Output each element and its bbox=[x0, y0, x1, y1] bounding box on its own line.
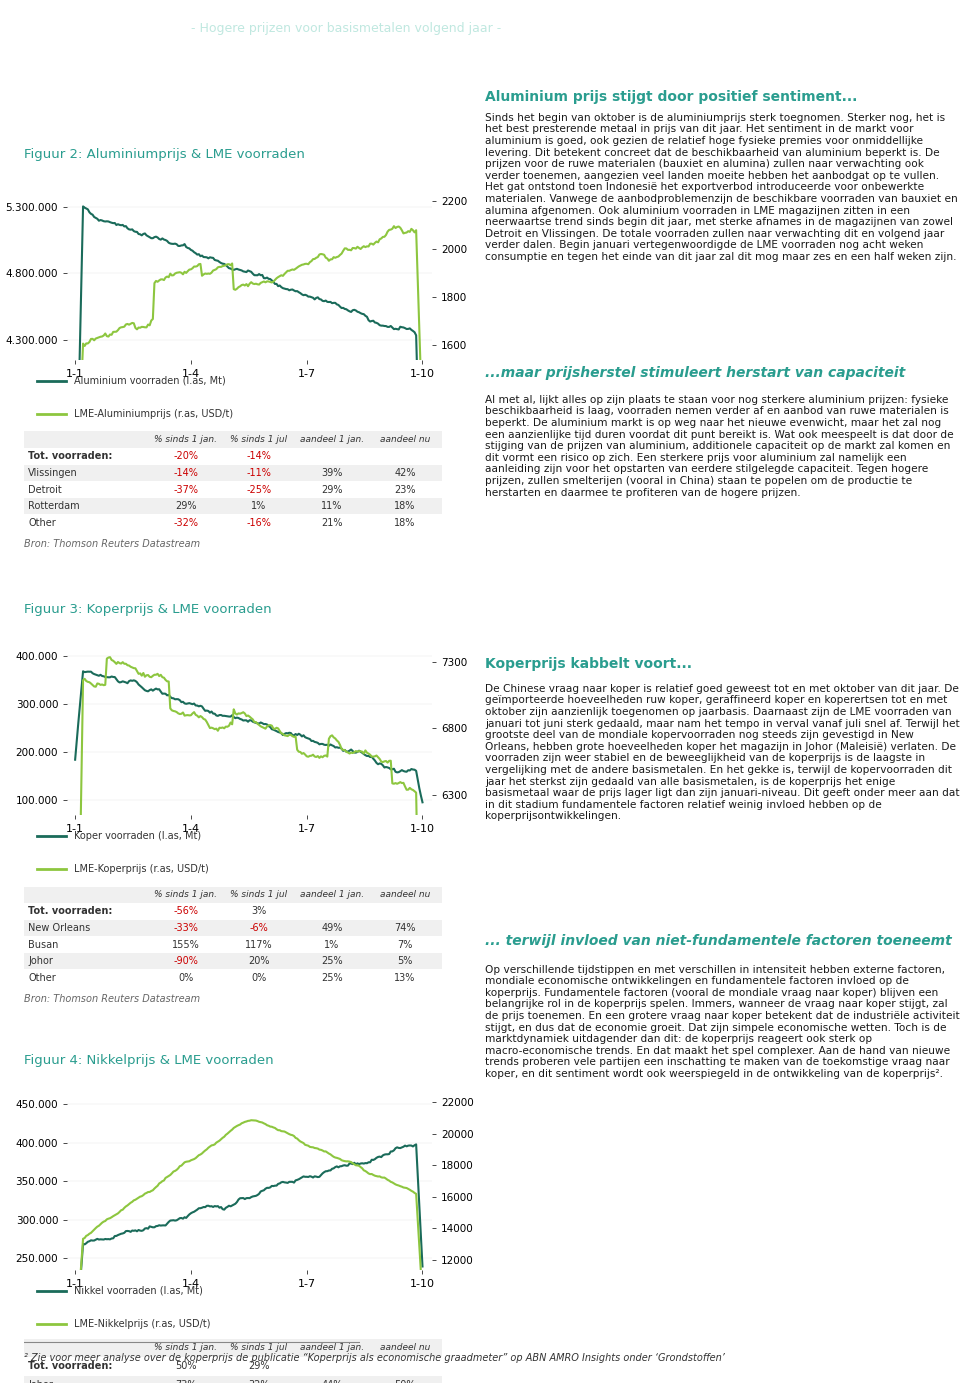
Text: 7%: 7% bbox=[397, 939, 413, 950]
Text: Koper voorraden (l.as, Mt): Koper voorraden (l.as, Mt) bbox=[74, 831, 202, 841]
Text: 117%: 117% bbox=[245, 939, 273, 950]
Text: De Chinese vraag naar koper is relatief goed geweest tot en met oktober van dit : De Chinese vraag naar koper is relatief … bbox=[485, 683, 960, 822]
Text: -37%: -37% bbox=[174, 484, 199, 495]
FancyBboxPatch shape bbox=[24, 1339, 442, 1383]
Text: 42%: 42% bbox=[395, 467, 416, 479]
Text: -14%: -14% bbox=[247, 451, 272, 462]
Text: Busan: Busan bbox=[28, 939, 59, 950]
Text: 29%: 29% bbox=[175, 501, 197, 512]
Text: 11%: 11% bbox=[322, 501, 343, 512]
FancyBboxPatch shape bbox=[24, 1357, 442, 1376]
Text: Al met al, lijkt alles op zijn plaats te staan voor nog sterkere aluminium prijz: Al met al, lijkt alles op zijn plaats te… bbox=[485, 396, 953, 498]
Text: -11%: -11% bbox=[247, 467, 272, 479]
Text: LME-Koperprijs (r.as, USD/t): LME-Koperprijs (r.as, USD/t) bbox=[74, 864, 209, 874]
Text: 32%: 32% bbox=[248, 1380, 270, 1383]
Text: Johor: Johor bbox=[28, 956, 53, 967]
Text: 0%: 0% bbox=[252, 972, 267, 983]
FancyBboxPatch shape bbox=[24, 969, 442, 986]
Text: Bron: Thomson Reuters Datastream: Bron: Thomson Reuters Datastream bbox=[24, 538, 200, 549]
Text: Vlissingen: Vlissingen bbox=[28, 467, 78, 479]
Text: Koperprijs kabbelt voort...: Koperprijs kabbelt voort... bbox=[485, 657, 692, 671]
Text: LME-Nikkelprijs (r.as, USD/t): LME-Nikkelprijs (r.as, USD/t) bbox=[74, 1319, 210, 1329]
Text: 49%: 49% bbox=[322, 922, 343, 934]
Text: 21%: 21% bbox=[322, 517, 343, 528]
FancyBboxPatch shape bbox=[24, 481, 442, 498]
Text: -56%: -56% bbox=[174, 906, 199, 917]
Text: % sinds 1 jan.: % sinds 1 jan. bbox=[155, 1343, 217, 1353]
Text: Tot. voorraden:: Tot. voorraden: bbox=[28, 451, 112, 462]
Text: Tot. voorraden:: Tot. voorraden: bbox=[28, 906, 112, 917]
Text: aandeel 1 jan.: aandeel 1 jan. bbox=[300, 1343, 364, 1353]
Text: 18%: 18% bbox=[395, 501, 416, 512]
Text: -25%: -25% bbox=[247, 484, 272, 495]
Text: New Orleans: New Orleans bbox=[28, 922, 90, 934]
Text: Aluminium prijs stijgt door positief sentiment...: Aluminium prijs stijgt door positief sen… bbox=[485, 90, 857, 104]
Text: Figuur 2: Aluminiumprijs & LME voorraden: Figuur 2: Aluminiumprijs & LME voorraden bbox=[24, 148, 305, 162]
Text: 44%: 44% bbox=[322, 1380, 343, 1383]
Text: aandeel 1 jan.: aandeel 1 jan. bbox=[300, 436, 364, 444]
FancyBboxPatch shape bbox=[24, 448, 442, 465]
Text: -33%: -33% bbox=[174, 922, 199, 934]
Text: -20%: -20% bbox=[174, 451, 199, 462]
Text: 155%: 155% bbox=[172, 939, 200, 950]
FancyBboxPatch shape bbox=[24, 431, 442, 531]
Text: ...maar prijsherstel stimuleert herstart van capaciteit: ...maar prijsherstel stimuleert herstart… bbox=[485, 366, 905, 380]
FancyBboxPatch shape bbox=[24, 887, 442, 986]
Text: % sinds 1 jan.: % sinds 1 jan. bbox=[155, 891, 217, 899]
Text: % sinds 1 jan.: % sinds 1 jan. bbox=[155, 436, 217, 444]
Text: 25%: 25% bbox=[322, 972, 343, 983]
Text: Bron: Thomson Reuters Datastream: Bron: Thomson Reuters Datastream bbox=[24, 993, 200, 1004]
Text: Aluminium voorraden (l.as, Mt): Aluminium voorraden (l.as, Mt) bbox=[74, 376, 226, 386]
FancyBboxPatch shape bbox=[24, 903, 442, 920]
FancyBboxPatch shape bbox=[24, 936, 442, 953]
Text: aandeel nu: aandeel nu bbox=[380, 1343, 430, 1353]
Text: aandeel 1 jan.: aandeel 1 jan. bbox=[300, 891, 364, 899]
Text: 39%: 39% bbox=[322, 467, 343, 479]
Text: Other: Other bbox=[28, 972, 56, 983]
Text: Detroit: Detroit bbox=[28, 484, 62, 495]
Text: % sinds 1 jul: % sinds 1 jul bbox=[230, 1343, 287, 1353]
Text: -6%: -6% bbox=[250, 922, 268, 934]
Text: 0%: 0% bbox=[179, 972, 194, 983]
Text: ... terwijl invloed van niet-fundamentele factoren toeneemt: ... terwijl invloed van niet-fundamentel… bbox=[485, 934, 951, 947]
Text: 29%: 29% bbox=[322, 484, 343, 495]
Text: % sinds 1 jul: % sinds 1 jul bbox=[230, 891, 287, 899]
Text: ² Zie voor meer analyse over de koperprijs de publicatie “Koperprijs als economi: ² Zie voor meer analyse over de koperpri… bbox=[24, 1353, 725, 1362]
Text: Sinds het begin van oktober is de aluminiumprijs sterk toegnomen. Sterker nog, h: Sinds het begin van oktober is de alumin… bbox=[485, 113, 957, 261]
Text: Industriële Metalen Monitor: Industriële Metalen Monitor bbox=[32, 22, 228, 35]
Text: Nikkel voorraden (l.as, Mt): Nikkel voorraden (l.as, Mt) bbox=[74, 1286, 203, 1296]
Text: Figuur 3: Koperprijs & LME voorraden: Figuur 3: Koperprijs & LME voorraden bbox=[24, 603, 272, 617]
Text: 20%: 20% bbox=[248, 956, 270, 967]
Text: 25%: 25% bbox=[322, 956, 343, 967]
Text: -16%: -16% bbox=[247, 517, 272, 528]
FancyBboxPatch shape bbox=[24, 514, 442, 531]
Text: 73%: 73% bbox=[175, 1380, 197, 1383]
Text: 50%: 50% bbox=[175, 1361, 197, 1372]
Text: 1%: 1% bbox=[324, 939, 340, 950]
Text: Other: Other bbox=[28, 517, 56, 528]
Text: Tot. voorraden:: Tot. voorraden: bbox=[28, 1361, 112, 1372]
Text: aandeel nu: aandeel nu bbox=[380, 891, 430, 899]
Text: 23%: 23% bbox=[395, 484, 416, 495]
Text: 18%: 18% bbox=[395, 517, 416, 528]
Text: % sinds 1 jul: % sinds 1 jul bbox=[230, 436, 287, 444]
Text: 74%: 74% bbox=[395, 922, 416, 934]
Text: Op verschillende tijdstippen en met verschillen in intensiteit hebben externe fa: Op verschillende tijdstippen en met vers… bbox=[485, 965, 960, 1079]
Text: aandeel nu: aandeel nu bbox=[380, 436, 430, 444]
Text: 13%: 13% bbox=[395, 972, 416, 983]
Text: Rotterdam: Rotterdam bbox=[28, 501, 80, 512]
Text: LME-Aluminiumprijs (r.as, USD/t): LME-Aluminiumprijs (r.as, USD/t) bbox=[74, 409, 233, 419]
Text: 50%: 50% bbox=[395, 1380, 416, 1383]
Text: 2  ›: 2 › bbox=[10, 22, 38, 35]
Text: 5%: 5% bbox=[397, 956, 413, 967]
Text: -14%: -14% bbox=[174, 467, 199, 479]
Text: - Hogere prijzen voor basismetalen volgend jaar -: - Hogere prijzen voor basismetalen volge… bbox=[187, 22, 501, 35]
Text: -32%: -32% bbox=[174, 517, 199, 528]
Text: 1%: 1% bbox=[252, 501, 267, 512]
Text: 3%: 3% bbox=[252, 906, 267, 917]
Text: Figuur 4: Nikkelprijs & LME voorraden: Figuur 4: Nikkelprijs & LME voorraden bbox=[24, 1054, 274, 1068]
Text: Johor: Johor bbox=[28, 1380, 53, 1383]
Text: -90%: -90% bbox=[174, 956, 199, 967]
Text: 29%: 29% bbox=[248, 1361, 270, 1372]
